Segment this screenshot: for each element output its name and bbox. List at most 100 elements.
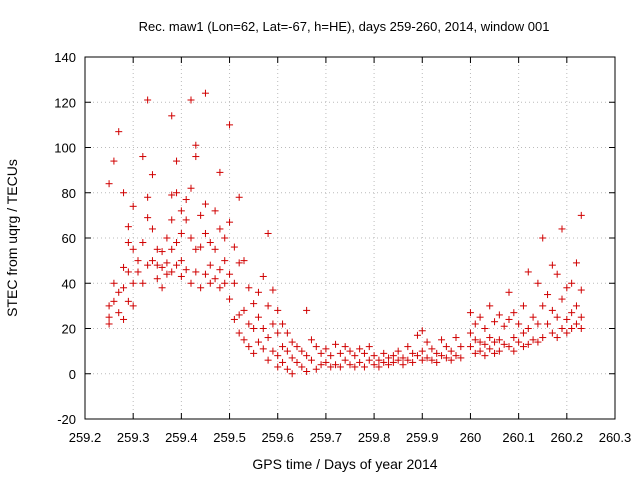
data-point [500,340,508,348]
data-point [148,257,156,265]
data-point [438,352,446,360]
data-point [274,306,282,314]
data-point [211,275,219,283]
data-point [235,193,243,201]
data-point [163,234,171,242]
data-point [438,336,446,344]
data-point [418,327,426,335]
data-point [327,352,335,360]
y-tick-label: 140 [54,50,76,65]
data-point [259,325,267,332]
data-point [120,189,128,197]
data-point [524,268,532,276]
data-point [558,295,566,303]
data-point [230,243,238,251]
x-tick-label: 260.3 [599,430,632,445]
data-point [341,343,349,351]
data-point [394,347,402,355]
data-point [481,325,489,332]
data-point [433,358,441,366]
data-point [510,347,518,355]
data-point [264,334,272,342]
data-point [303,306,311,314]
data-point [307,336,315,344]
data-point [201,89,209,97]
data-point [577,313,585,321]
data-point [168,216,176,224]
data-point [553,270,561,278]
data-point [418,356,426,364]
data-point [572,259,580,267]
data-point [182,196,190,204]
data-point [481,352,489,360]
data-point [447,356,455,364]
data-point [230,315,238,323]
data-point [418,347,426,355]
data-point [269,347,277,355]
data-point [259,272,267,280]
data-point [124,239,132,247]
data-point [201,229,209,237]
data-point [197,211,205,219]
data-point [360,349,368,357]
data-point [553,334,561,342]
data-point [433,349,441,357]
data-point [158,263,166,271]
data-point [279,358,287,366]
data-point [226,218,234,226]
data-point [120,315,128,323]
data-point [471,349,479,357]
data-point [428,345,436,353]
data-point [120,284,128,292]
data-point [216,266,224,274]
data-point [201,270,209,278]
data-point [577,325,585,332]
data-point [534,279,542,287]
data-point [148,225,156,233]
data-point [216,225,224,233]
data-point [385,361,393,369]
data-point [120,263,128,271]
data-point [452,352,460,360]
data-point [471,336,479,344]
x-tick-label: 259.4 [165,430,198,445]
data-point [129,245,137,253]
data-point [423,338,431,346]
data-point [370,352,378,360]
data-point [163,270,171,278]
data-point [558,325,566,332]
data-point [105,180,113,188]
data-point [409,349,417,357]
data-point [288,370,296,378]
data-point [577,286,585,294]
data-point [447,347,455,355]
data-point [524,325,532,332]
data-point [404,343,412,351]
data-point [307,356,315,364]
data-point [173,261,181,269]
data-point [466,329,474,337]
y-tick-label: 40 [62,276,76,291]
data-point [385,354,393,362]
data-point [312,343,320,351]
x-tick-label: 259.3 [117,430,150,445]
data-point [168,191,176,199]
data-point [332,340,340,348]
data-point [226,121,234,129]
data-point [269,320,277,328]
data-point [216,284,224,292]
data-point [365,343,373,351]
data-point [577,211,585,219]
data-point [254,288,262,296]
data-point [177,207,185,215]
data-point [187,234,195,242]
data-point [283,365,291,373]
y-tick-label: 80 [62,186,76,201]
data-point [177,229,185,237]
data-point [365,356,373,364]
data-point [370,361,378,369]
data-point [144,214,152,222]
data-point [553,313,561,321]
data-point [173,239,181,247]
